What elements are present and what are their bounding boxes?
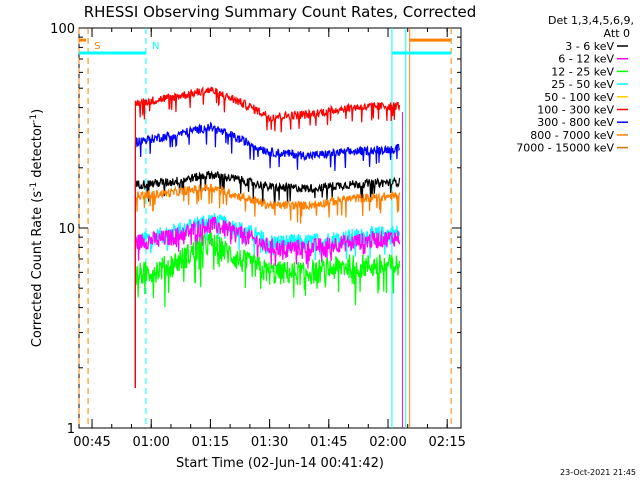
x-tick-label: 01:30 xyxy=(251,435,288,450)
legend-label: 300 - 800 keV xyxy=(537,116,614,129)
y-axis-label: Corrected Count Rate (s-1 detector-1) xyxy=(29,109,45,347)
y-axis-label-start: Corrected Count Rate (s xyxy=(30,191,45,348)
y-tick-label: 100 xyxy=(50,22,75,37)
timestamp: 23-Oct-2021 21:45 xyxy=(560,468,636,477)
legend-header-line-1: Det 1,3,4,5,6,9, xyxy=(548,14,634,27)
series-line-6-12keV xyxy=(134,216,401,388)
legend-header-line-2: Att 0 xyxy=(604,27,630,40)
x-tick-label: 01:15 xyxy=(192,435,229,450)
series-line-100-300keV xyxy=(134,86,401,388)
plot-area xyxy=(78,27,462,429)
x-tick-label: 01:45 xyxy=(310,435,347,450)
chart-title: RHESSI Observing Summary Count Rates, Co… xyxy=(84,3,477,21)
x-tick-label: 02:15 xyxy=(428,435,465,450)
marker-label: N xyxy=(152,41,159,52)
legend-label: 7000 - 15000 keV xyxy=(516,142,614,155)
legend-label: 100 - 300 keV xyxy=(537,104,614,117)
y-tick-label: 1 xyxy=(67,422,75,437)
y-axis-label-middle: detector xyxy=(30,122,45,182)
legend-label: 50 - 100 keV xyxy=(544,91,614,104)
series-line-800-7000keV xyxy=(134,183,401,388)
y-axis-label-end: ) xyxy=(30,109,45,114)
marker-label: S xyxy=(94,41,100,52)
legend-label: 800 - 7000 keV xyxy=(530,129,614,142)
y-axis-label-superscript: -1 xyxy=(29,182,39,191)
legend-label: 6 - 12 keV xyxy=(558,53,614,66)
x-tick-label: 01:00 xyxy=(132,435,169,450)
x-tick-label: 02:00 xyxy=(369,435,406,450)
series-line-25-50keV xyxy=(134,212,401,388)
axes: 00:45 01:00 01:15 01:30 01:45 02:00 02:15 1 10 10… xyxy=(50,22,466,450)
legend-label: 12 - 25 keV xyxy=(551,65,614,78)
x-tick-label: 00:45 xyxy=(73,435,110,450)
y-axis-label-superscript-2: -1 xyxy=(29,114,39,123)
legend-label: 25 - 50 keV xyxy=(551,78,614,91)
series-layer xyxy=(134,86,403,428)
y-tick-label: 10 xyxy=(58,222,75,237)
series-line-300-800keV xyxy=(134,121,401,388)
series-line-3-6keV xyxy=(134,170,401,388)
x-axis-label: Start Time (02-Jun-14 00:41:42) xyxy=(176,456,384,471)
series-line-12-25keV xyxy=(134,232,401,388)
legend-label: 3 - 6 keV xyxy=(565,40,614,53)
